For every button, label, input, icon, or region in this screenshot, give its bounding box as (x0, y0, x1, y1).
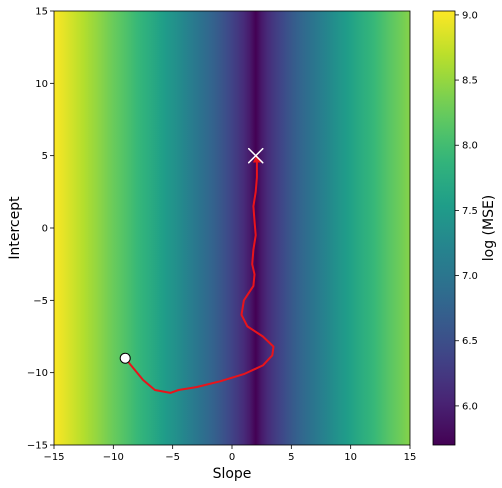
y-tick-label: 5 (42, 151, 48, 162)
x-tick-label: −15 (43, 452, 64, 463)
colorbar-tick-label: 6.0 (462, 401, 478, 412)
x-tick-label: 10 (344, 452, 357, 463)
x-axis-ticks: −15 −10 −5 0 5 10 15 (43, 445, 416, 463)
colorbar-ticks: 6.0 6.5 7.0 7.5 8.0 8.5 9.0 (455, 10, 478, 412)
end-marker (247, 147, 264, 164)
y-tick-label: −15 (27, 441, 48, 452)
y-tick-label: 15 (35, 7, 48, 18)
colorbar: 6.0 6.5 7.0 7.5 8.0 8.5 9.0 log (MSE) (432, 10, 497, 446)
colorbar-tick-label: 8.0 (462, 141, 478, 152)
colorbar-label: log (MSE) (481, 195, 497, 262)
start-marker (119, 352, 131, 364)
x-tick-label: 15 (404, 452, 417, 463)
colorbar-gradient (433, 11, 455, 445)
plot-area (53, 10, 411, 446)
x-tick-label: 5 (288, 452, 294, 463)
x-axis-label: Slope (213, 466, 252, 482)
y-axis-label: Intercept (7, 196, 23, 260)
colorbar-frame (432, 10, 456, 446)
x-tick-label: −5 (165, 452, 180, 463)
y-tick-label: 10 (35, 79, 48, 90)
y-tick-label: −5 (33, 296, 48, 307)
descent-path (124, 154, 275, 394)
y-axis-ticks: −15 −10 −5 0 5 10 15 (27, 7, 54, 452)
colorbar-tick-label: 7.5 (462, 206, 478, 217)
colorbar-tick-label: 7.0 (462, 271, 478, 282)
heatmap-surface (54, 11, 410, 445)
y-tick-label: −10 (27, 368, 48, 379)
colorbar-tick-label: 8.5 (462, 76, 478, 87)
y-tick-label: 0 (42, 224, 48, 235)
colorbar-tick-label: 9.0 (462, 10, 478, 21)
colorbar-tick-label: 6.5 (462, 336, 478, 347)
x-tick-label: −10 (103, 452, 124, 463)
x-tick-label: 0 (229, 452, 235, 463)
